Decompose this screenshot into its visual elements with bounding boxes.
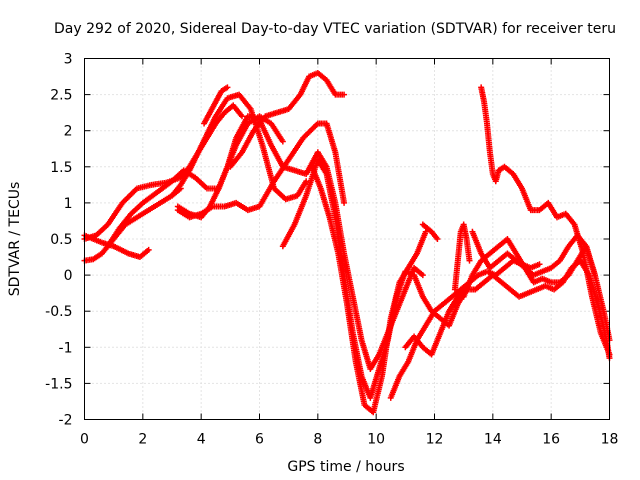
- series-track-15: [419, 221, 441, 242]
- series-track-9: [227, 69, 348, 170]
- data-point: [466, 257, 473, 264]
- x-tick-label: 4: [197, 432, 206, 448]
- y-tick-label: 2: [64, 124, 73, 140]
- x-tick-label: 10: [367, 432, 385, 448]
- data-point: [145, 246, 152, 253]
- y-tick-label: -0.5: [45, 304, 72, 320]
- x-tick-label: 16: [542, 432, 560, 448]
- x-tick-label: 12: [426, 432, 444, 448]
- plot-frame: [84, 58, 610, 420]
- series-track-16: [451, 221, 473, 293]
- x-axis-title: GPS time / hours: [287, 459, 404, 475]
- y-tick-label: 0.5: [50, 232, 72, 248]
- data-point: [279, 138, 286, 145]
- y-axis-title: SDTVAR / TECUs: [7, 182, 23, 297]
- series-track-19: [469, 228, 598, 279]
- tick-marks: [84, 58, 610, 420]
- data-point: [591, 272, 598, 279]
- series-track-12: [314, 149, 426, 372]
- x-tick-label: 14: [484, 432, 502, 448]
- x-tick-labels: 0 2 4 6 8 10 12 14 16 18: [80, 432, 618, 448]
- series-track-3: [81, 185, 184, 264]
- plot-grid: [84, 58, 610, 420]
- y-tick-label: -2: [59, 413, 73, 429]
- series-track-2: [81, 102, 245, 242]
- y-tick-labels: -2 -1.5 -1 -0.5 0 0.5 1 1.5 2 2.5 3: [45, 52, 72, 429]
- y-tick-label: 2.5: [50, 88, 72, 104]
- data-point: [434, 236, 441, 242]
- y-tick-label: 0: [64, 268, 73, 284]
- data-point: [419, 272, 426, 279]
- y-tick-label: -1: [59, 340, 73, 356]
- series-track-7: [201, 84, 231, 127]
- x-tick-label: 8: [313, 432, 322, 448]
- x-tick-label: 18: [601, 432, 619, 448]
- series-track-6: [169, 91, 310, 203]
- series-track-8: [174, 120, 348, 221]
- chart-title: Day 292 of 2020, Sidereal Day-to-day VTE…: [54, 21, 616, 37]
- x-tick-label: 2: [138, 432, 147, 448]
- data-point: [224, 84, 231, 91]
- data-series: [81, 69, 613, 416]
- y-tick-label: -1.5: [45, 376, 72, 392]
- y-tick-label: 1.5: [50, 160, 72, 176]
- x-tick-label: 6: [255, 432, 264, 448]
- series-track-11: [309, 163, 429, 416]
- data-point: [303, 178, 310, 185]
- data-point: [341, 199, 348, 206]
- data-point: [341, 91, 348, 98]
- data-point: [239, 113, 245, 120]
- data-point: [536, 261, 543, 268]
- series-track-17: [478, 84, 613, 358]
- x-tick-label: 0: [80, 432, 89, 448]
- y-tick-label: 1: [64, 196, 73, 212]
- y-tick-label: 3: [64, 52, 73, 68]
